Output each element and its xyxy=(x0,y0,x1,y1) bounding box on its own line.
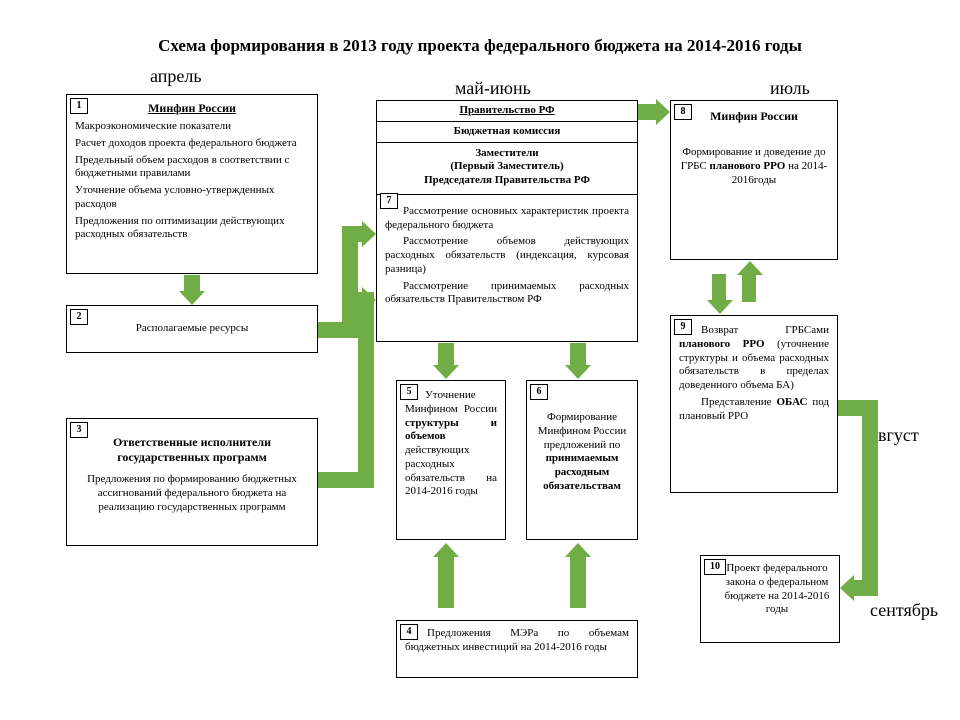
arrow-7-5 xyxy=(438,343,454,367)
month-september: сентябрь xyxy=(870,600,938,621)
box-5-t3: действующих расходных обязательств на 20… xyxy=(405,444,497,497)
box-2-text: Располагаемые ресурсы xyxy=(75,312,309,336)
box-9-t4: Представление xyxy=(701,396,776,408)
arrow-9-10-head xyxy=(840,575,854,601)
box-7-row3b: (Первый Заместитель) xyxy=(381,160,633,174)
box-1: 1 Минфин России Макроэкономические показ… xyxy=(66,94,318,274)
box-6-t2: принимаемым расходным обязательствам xyxy=(543,452,621,492)
arrow-2-7-c xyxy=(342,226,364,242)
box-7: Правительство РФ Бюджетная комиссия Заме… xyxy=(376,100,638,342)
box-7-p1: Рассмотрение основных характеристик прое… xyxy=(385,205,629,233)
arrow-9-8-up xyxy=(742,274,756,302)
box-1-p4: Уточнение объема условно-утвержденных ра… xyxy=(75,184,309,212)
box-6-body: Формирование Минфином России предложений… xyxy=(535,411,629,494)
box-1-p2: Расчет доходов проекта федерального бюдж… xyxy=(75,137,309,151)
month-may-june: май-июнь xyxy=(455,78,531,99)
box-9-p2: Представление ОБАС под плановый РРО xyxy=(679,396,829,424)
box-7-p2: Рассмотрение объемов действующих расходн… xyxy=(385,235,629,276)
arrow-4-6-head xyxy=(565,543,591,557)
box-3-header: Ответственные исполнители государственны… xyxy=(75,435,309,465)
arrow-2-7-b xyxy=(342,226,358,338)
box-5: 5 Уточнение Минфином России струк­туры и… xyxy=(396,380,506,540)
box-9-num: 9 xyxy=(674,319,692,335)
arrow-9-10-c xyxy=(852,580,878,596)
box-10: 10 Проект федерального закона о федераль… xyxy=(700,555,840,643)
arrow-7-8 xyxy=(638,104,658,120)
arrow-3-7-b xyxy=(358,292,374,488)
box-7-row3c: Председателя Правительства РФ xyxy=(381,174,633,188)
box-5-t2: струк­туры и объемов xyxy=(405,417,497,443)
box-7-row3a: Заместители xyxy=(381,147,633,161)
box-8-num: 8 xyxy=(674,104,692,120)
box-9-p1: Возврат ГРБСами планового РРО (уточнение… xyxy=(679,324,829,393)
arrow-7-5-head xyxy=(433,365,459,379)
arrow-4-5 xyxy=(438,556,454,608)
box-7-row2: Бюджетная комиссия xyxy=(377,122,637,143)
box-4: 4 Предложения МЭРа по объемам бюджетных … xyxy=(396,620,638,678)
arrow-8-9-down-head xyxy=(707,300,733,314)
month-july: июль xyxy=(770,78,810,99)
arrow-2-7-head xyxy=(362,221,376,247)
box-6-t1: Формирование Минфином России предложений… xyxy=(538,411,627,451)
box-1-p5: Предложения по оптимизации действующих р… xyxy=(75,215,309,243)
box-2: 2 Располагаемые ресурсы xyxy=(66,305,318,353)
box-7-p3: Рассмотрение принимаемых расходных обяза… xyxy=(385,280,629,308)
box-1-header: Минфин России xyxy=(75,101,309,116)
box-9: 9 Возврат ГРБСами планового РРО (уточнен… xyxy=(670,315,838,493)
box-1-num: 1 xyxy=(70,98,88,114)
arrow-4-5-head xyxy=(433,543,459,557)
box-5-body: Уточнение Минфином России струк­туры и о… xyxy=(405,389,497,499)
box-1-p3: Предельный объем расходов в соответствии… xyxy=(75,154,309,182)
box-8: 8 Минфин России Формирование и доведение… xyxy=(670,100,838,260)
page-title: Схема формирования в 2013 году проекта ф… xyxy=(0,36,960,56)
arrow-9-10-b xyxy=(862,400,878,596)
arrow-4-6 xyxy=(570,556,586,608)
box-10-text: Проект федерального закона о федеральном… xyxy=(709,562,831,617)
arrow-1-2-head xyxy=(179,291,205,305)
box-3-num: 3 xyxy=(70,422,88,438)
box-1-p1: Макроэкономические показатели xyxy=(75,120,309,134)
box-4-text: Предложения МЭРа по объемам бюджетных ин… xyxy=(405,627,629,655)
box-5-t1: Уточнение Минфином России xyxy=(405,389,497,415)
box-9-t1: Возврат ГРБСами xyxy=(701,324,829,336)
arrow-7-6-head xyxy=(565,365,591,379)
box-2-num: 2 xyxy=(70,309,88,325)
month-april: апрель xyxy=(150,66,202,87)
box-6: 6 Формирование Минфином России предложен… xyxy=(526,380,638,540)
box-7-num: 7 xyxy=(380,193,398,209)
box-6-num: 6 xyxy=(530,384,548,400)
box-8-t2: планового РРО xyxy=(710,160,786,172)
arrow-8-9-down xyxy=(712,274,726,302)
arrow-7-6 xyxy=(570,343,586,367)
arrow-3-7-head xyxy=(362,287,376,313)
box-9-t2: планового РРО xyxy=(679,338,765,350)
box-7-row1: Правительство РФ xyxy=(377,101,637,122)
arrow-9-8-up-head xyxy=(737,261,763,275)
box-5-num: 5 xyxy=(400,384,418,400)
box-3: 3 Ответственные исполнители государствен… xyxy=(66,418,318,546)
box-4-num: 4 xyxy=(400,624,418,640)
box-9-t5: ОБАС xyxy=(776,396,807,408)
box-8-header: Минфин России xyxy=(679,109,829,124)
box-8-body: Формирование и доведение до ГРБС планово… xyxy=(679,146,829,187)
box-10-num: 10 xyxy=(704,559,726,575)
arrow-7-8-head xyxy=(656,99,670,125)
box-3-text: Предложения по формированию бюджетных ас… xyxy=(75,473,309,514)
